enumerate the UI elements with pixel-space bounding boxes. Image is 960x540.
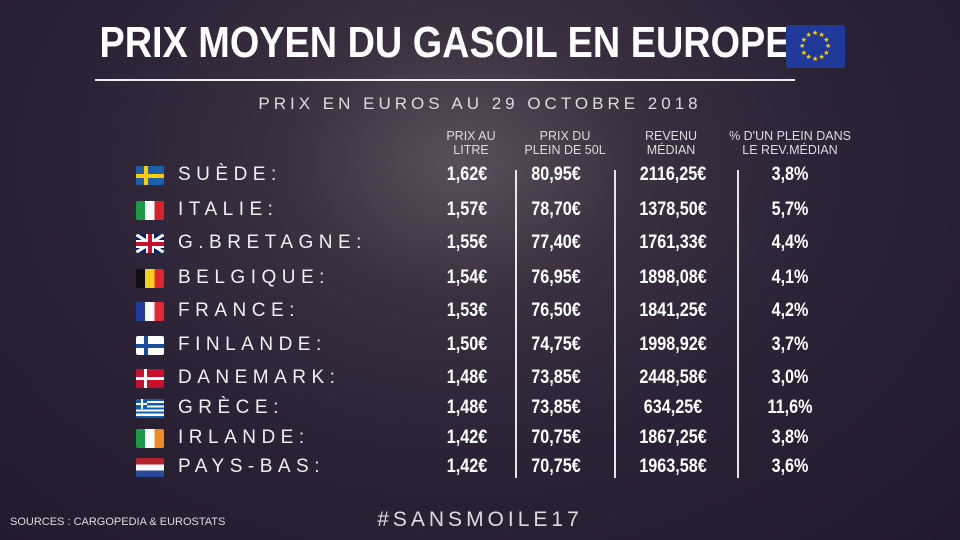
- eu-star-icon: ★: [800, 36, 808, 44]
- eu-star-icon: ★: [818, 54, 825, 62]
- cell-revenu: 1998,92€: [639, 334, 707, 355]
- cell-prix-plein: 70,75€: [531, 427, 581, 448]
- cell-prix-plein: 74,75€: [531, 334, 581, 355]
- eu-star-icon: ★: [825, 43, 832, 50]
- cell-prix-plein: 76,50€: [531, 300, 581, 321]
- country-name: PAYS-BAS:: [178, 456, 325, 477]
- cell-prix-litre: 1,42€: [446, 427, 488, 448]
- flag-se-icon: [136, 166, 164, 185]
- cell-prix-litre: 1,62€: [446, 164, 488, 185]
- column-divider: [737, 170, 739, 478]
- cell-prix-plein: 77,40€: [531, 232, 581, 253]
- flag-ie-icon: [136, 429, 164, 448]
- table-row: FRANCE: 1,53€ 76,50€ 1841,25€ 4,2%: [0, 300, 960, 330]
- cell-prix-litre: 1,50€: [446, 334, 488, 355]
- cell-revenu: 1867,25€: [639, 427, 707, 448]
- country-name: IRLANDE:: [178, 427, 310, 448]
- flag-nl-icon: [136, 458, 164, 477]
- subtitle: PRIX EN EUROS AU 29 OCTOBRE 2018: [258, 94, 702, 113]
- cell-prix-litre: 1,48€: [446, 367, 488, 388]
- table-row: ITALIE: 1,57€ 78,70€ 1378,50€ 5,7%: [0, 199, 960, 229]
- flag-fr-icon: [136, 302, 164, 321]
- cell-prix-litre: 1,57€: [446, 199, 488, 220]
- header-prix-litre: PRIX AU LITRE: [446, 129, 496, 157]
- cell-pourcentage: 3,7%: [771, 334, 809, 355]
- table-row: G.BRETAGNE: 1,55€ 77,40€ 1761,33€ 4,4%: [0, 232, 960, 262]
- country-name: G.BRETAGNE:: [178, 232, 367, 253]
- cell-prix-litre: 1,42€: [446, 456, 488, 477]
- cell-revenu: 1378,50€: [639, 199, 707, 220]
- cell-pourcentage: 3,8%: [771, 427, 809, 448]
- flag-gb-icon: [136, 234, 164, 253]
- eu-star-icon: ★: [823, 36, 830, 44]
- table-row: BELGIQUE: 1,54€ 76,95€ 1898,08€ 4,1%: [0, 267, 960, 297]
- eu-star-icon: ★: [805, 31, 812, 39]
- cell-revenu: 1841,25€: [639, 300, 707, 321]
- flag-fi-icon: [136, 336, 164, 355]
- cell-revenu: 634,25€: [643, 397, 703, 418]
- header-revenu: REVENU MÉDIAN: [644, 129, 698, 157]
- table-row: PAYS-BAS: 1,42€ 70,75€ 1963,58€ 3,6%: [0, 456, 960, 486]
- cell-pourcentage: 4,2%: [771, 300, 809, 321]
- cell-prix-plein: 80,95€: [531, 164, 581, 185]
- column-divider: [614, 170, 616, 478]
- cell-prix-litre: 1,55€: [446, 232, 488, 253]
- eu-star-icon: ★: [812, 56, 819, 63]
- cell-prix-plein: 78,70€: [531, 199, 581, 220]
- eu-star-icon: ★: [818, 31, 825, 39]
- cell-prix-plein: 76,95€: [531, 267, 581, 288]
- country-name: FRANCE:: [178, 300, 300, 321]
- cell-revenu: 2116,25€: [639, 164, 707, 185]
- title-underline: [95, 79, 795, 81]
- flag-gr-icon: [136, 399, 164, 418]
- table-row: SUÈDE: 1,62€ 80,95€ 2116,25€ 3,8%: [0, 164, 960, 194]
- country-name: GRÈCE:: [178, 397, 284, 418]
- cell-prix-plein: 73,85€: [531, 367, 581, 388]
- cell-revenu: 1898,08€: [639, 267, 707, 288]
- eu-star-icon: ★: [799, 43, 806, 50]
- hashtag: #SANSMOILE17: [377, 508, 583, 531]
- flag-it-icon: [136, 201, 164, 220]
- flag-be-icon: [136, 269, 164, 288]
- cell-pourcentage: 4,1%: [771, 267, 809, 288]
- eu-star-icon: ★: [800, 49, 808, 57]
- cell-pourcentage: 4,4%: [771, 232, 809, 253]
- cell-pourcentage: 3,6%: [771, 456, 809, 477]
- cell-prix-litre: 1,54€: [446, 267, 488, 288]
- cell-revenu: 2448,58€: [639, 367, 707, 388]
- flag-dk-icon: [136, 369, 164, 388]
- country-name: FINLANDE:: [178, 334, 327, 355]
- cell-pourcentage: 3,8%: [771, 164, 809, 185]
- country-name: BELGIQUE:: [178, 267, 330, 288]
- cell-revenu: 1761,33€: [639, 232, 707, 253]
- page-title: PRIX MOYEN DU GASOIL EN EUROPE: [99, 18, 791, 67]
- eu-flag-icon: ★ ★ ★ ★ ★ ★ ★ ★ ★ ★ ★ ★: [786, 25, 845, 68]
- header-pourcentage: % D'UN PLEIN DANS LE REV.MÉDIAN: [729, 129, 851, 157]
- country-name: SUÈDE:: [178, 164, 282, 185]
- cell-prix-plein: 70,75€: [531, 456, 581, 477]
- cell-pourcentage: 5,7%: [771, 199, 809, 220]
- cell-revenu: 1963,58€: [639, 456, 707, 477]
- cell-pourcentage: 3,0%: [771, 367, 809, 388]
- eu-star-icon: ★: [812, 30, 819, 37]
- cell-prix-plein: 73,85€: [531, 397, 581, 418]
- table-row: FINLANDE: 1,50€ 74,75€ 1998,92€ 3,7%: [0, 334, 960, 364]
- table-row: GRÈCE: 1,48€ 73,85€ 634,25€ 11,6%: [0, 397, 960, 427]
- cell-prix-litre: 1,48€: [446, 397, 488, 418]
- sources: SOURCES : CARGOPEDIA & EUROSTATS: [10, 516, 226, 528]
- country-name: DANEMARK:: [178, 367, 341, 388]
- cell-prix-litre: 1,53€: [446, 300, 488, 321]
- country-name: ITALIE:: [178, 199, 279, 220]
- table-row: IRLANDE: 1,42€ 70,75€ 1867,25€ 3,8%: [0, 427, 960, 457]
- column-divider: [515, 170, 517, 478]
- cell-pourcentage: 11,6%: [767, 397, 813, 418]
- header-prix-plein: PRIX DU PLEIN DE 50L: [524, 129, 606, 157]
- table-row: DANEMARK: 1,48€ 73,85€ 2448,58€ 3,0%: [0, 367, 960, 397]
- eu-star-icon: ★: [823, 49, 830, 57]
- eu-star-icon: ★: [805, 54, 812, 62]
